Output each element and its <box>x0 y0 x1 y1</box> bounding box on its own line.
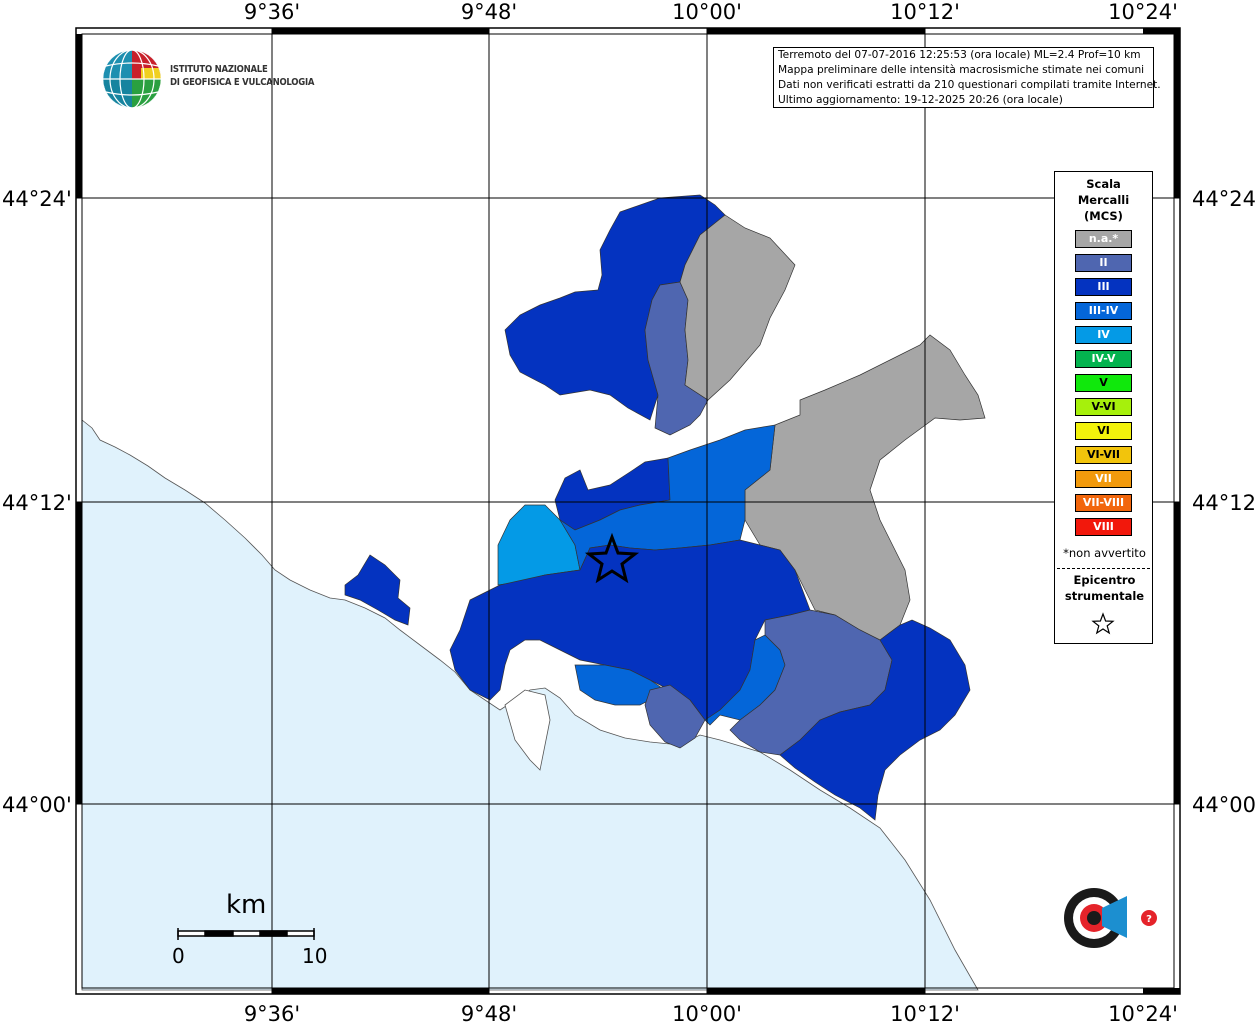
svg-text:?: ? <box>1146 914 1152 925</box>
institute-line: DI GEOFISICA E VULCANOLOGIA <box>170 77 315 88</box>
legend-divider <box>1057 568 1150 569</box>
legend-item: II <box>1075 254 1132 272</box>
legend-item: III-IV <box>1075 302 1132 320</box>
axis-left-label: 44°24' <box>2 187 72 211</box>
legend-item: VI-VII <box>1075 446 1132 464</box>
axis-bottom-label: 10°24' <box>1108 1002 1178 1026</box>
legend-title-line: Mercalli <box>1077 193 1130 207</box>
ingv-globe-icon <box>102 49 162 109</box>
peninsula <box>504 689 551 771</box>
legend-epicenter-line: Epicentro <box>1073 573 1136 587</box>
grid-lines <box>76 28 1180 994</box>
legend-note: *non avvertito <box>1063 546 1146 560</box>
legend-item: n.a.* <box>1075 230 1132 248</box>
legend-item: VI <box>1075 422 1132 440</box>
info-line: Mappa preliminare delle intensità macros… <box>778 64 1145 76</box>
region-iii-west <box>344 554 411 626</box>
axis-bottom-label: 10°00' <box>672 1002 742 1026</box>
legend-epicenter-label: Epicentro strumentale <box>1055 572 1154 604</box>
scale-unit: km <box>226 890 267 920</box>
region-na-north <box>679 214 796 401</box>
axis-bottom-label: 9°48' <box>460 1002 518 1026</box>
map-frame <box>75 27 1181 995</box>
legend-item: V-VI <box>1075 398 1132 416</box>
legend-title-line: Scala <box>1086 177 1121 191</box>
axis-right-label: 44°24' <box>1192 187 1256 211</box>
info-line: Dati non verificati estratti da 210 ques… <box>778 79 1161 91</box>
region-iii-east <box>779 619 971 821</box>
axis-top-label: 10°24' <box>1108 0 1178 24</box>
legend-item: VII <box>1075 470 1132 488</box>
axis-bottom-label: 9°36' <box>243 1002 301 1026</box>
earthquake-info-box: Terremoto del 07-07-2016 12:25:53 (ora l… <box>773 47 1161 108</box>
star-icon <box>1091 612 1115 635</box>
axis-bottom-label: 10°12' <box>890 1002 960 1026</box>
region-ii-south <box>644 684 706 749</box>
legend-item: V <box>1075 374 1132 392</box>
legend-title: Scala Mercalli (MCS) <box>1055 176 1152 224</box>
institute-line: ISTITUTO NAZIONALE <box>170 64 268 75</box>
mcs-legend: Scala Mercalli (MCS) n.a.* II III III-IV IV I… <box>1054 171 1153 644</box>
legend-title-line: (MCS) <box>1084 209 1123 223</box>
axis-left-label: 44°12' <box>2 491 72 515</box>
legend-item: VIII <box>1075 518 1132 536</box>
legend-epicenter-line: strumentale <box>1064 589 1145 603</box>
epicenter-star <box>584 532 640 584</box>
axis-right-label: 44°00' <box>1192 793 1256 817</box>
axis-top-label: 9°48' <box>460 0 518 24</box>
haisentito-logo-icon: ? <box>1064 888 1157 948</box>
scale-bar <box>177 928 315 940</box>
legend-item: IV-V <box>1075 350 1132 368</box>
axis-top-label: 10°12' <box>890 0 960 24</box>
axis-right-label: 44°12' <box>1192 491 1256 515</box>
axis-top-label: 10°00' <box>672 0 742 24</box>
institute-name: ISTITUTO NAZIONALE DI GEOFISICA E VULCAN… <box>170 63 314 89</box>
axis-left-label: 44°00' <box>2 793 72 817</box>
legend-item: VII-VIII <box>1075 494 1132 512</box>
scale-end: 10 <box>302 944 328 968</box>
info-line: Ultimo aggiornamento: 19-12-2025 20:26 (… <box>778 94 1063 106</box>
scale-start: 0 <box>172 944 185 968</box>
legend-item: III <box>1075 278 1132 296</box>
legend-item: IV <box>1075 326 1132 344</box>
axis-top-label: 9°36' <box>243 0 301 24</box>
info-line: Terremoto del 07-07-2016 12:25:53 (ora l… <box>778 49 1141 61</box>
